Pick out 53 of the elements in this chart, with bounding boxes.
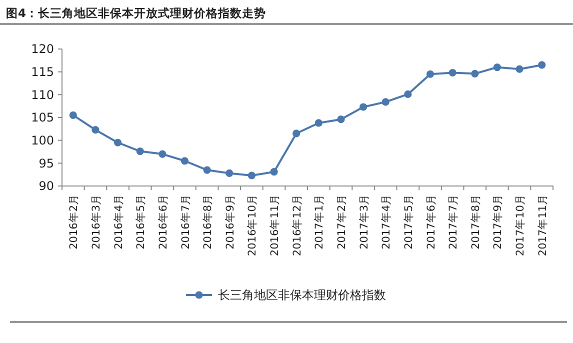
- point: [69, 111, 77, 120]
- y-tick-label: 110: [31, 88, 54, 102]
- point: [337, 116, 345, 124]
- x-tick-label: 2017年5月: [402, 194, 415, 250]
- point: [248, 172, 256, 180]
- x-tick-label: 2016年7月: [180, 194, 192, 250]
- point: [493, 63, 502, 72]
- point: [314, 119, 322, 127]
- point: [158, 150, 166, 158]
- x-tick-label: 2016年4月: [112, 194, 125, 250]
- y-tick-label: 100: [31, 134, 54, 148]
- point: [136, 147, 144, 156]
- x-tick-label: 2016年11月: [269, 194, 282, 256]
- x-tick-label: 2016年3月: [90, 194, 102, 250]
- point: [382, 98, 390, 106]
- x-tick-label: 2017年8月: [470, 194, 482, 250]
- x-tick-label: 2017年9月: [492, 194, 504, 250]
- point: [114, 138, 122, 146]
- x-tick-label: 2016年5月: [135, 194, 148, 250]
- x-tick-label: 2017年1月: [314, 194, 326, 250]
- x-tick-label: 2016年2月: [68, 194, 80, 250]
- legend-label: 长三角地区非保本理财价格指数: [218, 288, 386, 302]
- point: [516, 65, 524, 73]
- x-tick-label: 2017年7月: [448, 194, 460, 250]
- y-tick-label: 90: [38, 179, 54, 194]
- x-tick-label: 2016年9月: [224, 194, 236, 250]
- point: [359, 103, 368, 111]
- x-tick-label: 2017年10月: [514, 194, 527, 256]
- point: [292, 130, 300, 138]
- point: [270, 168, 278, 176]
- point: [226, 169, 234, 178]
- x-tick-label: 2016年10月: [246, 194, 259, 256]
- x-tick-label: 2017年3月: [358, 194, 370, 250]
- y-tick-label: 115: [31, 65, 54, 80]
- x-tick-label: 2016年12月: [291, 194, 304, 256]
- point: [180, 157, 189, 165]
- point: [426, 70, 434, 78]
- x-tick-label: 2016年8月: [202, 194, 214, 250]
- y-tick-label: 95: [38, 156, 54, 170]
- point: [538, 61, 546, 69]
- point: [203, 166, 211, 174]
- x-tick-label: 2017年2月: [336, 194, 348, 250]
- y-tick-label: 120: [31, 42, 54, 56]
- point: [471, 70, 479, 78]
- point: [404, 90, 412, 98]
- x-tick-label: 2017年11月: [536, 194, 549, 256]
- chart-title: 图4：长三角地区非保本开放式理财价格指数走势: [6, 6, 266, 20]
- y-tick-label: 105: [31, 110, 54, 125]
- point: [92, 126, 100, 134]
- x-tick-label: 2017年6月: [425, 194, 438, 250]
- x-tick-label: 2016年6月: [157, 194, 170, 250]
- point: [448, 68, 456, 77]
- x-tick-label: 2017年4月: [380, 194, 393, 250]
